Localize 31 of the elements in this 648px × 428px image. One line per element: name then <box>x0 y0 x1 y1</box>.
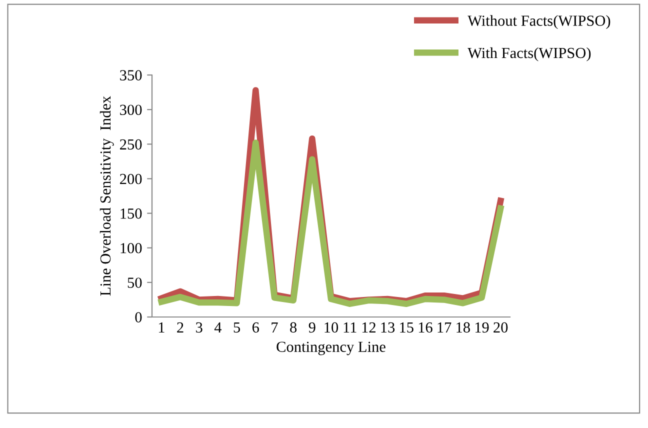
y-tick-label: 150 <box>120 208 142 219</box>
x-tick-label: 1 <box>158 322 164 332</box>
x-tick-label: 16 <box>418 322 432 333</box>
x-tick-label: 18 <box>456 322 470 333</box>
y-tick-label: 50 <box>128 278 142 288</box>
x-tick-label: 10 <box>324 322 338 333</box>
y-tick-label: 300 <box>120 104 142 116</box>
x-tick-label: 20 <box>494 322 508 333</box>
x-tick-label: 12 <box>362 322 376 332</box>
x-tick-label: 6 <box>252 322 259 333</box>
x-tick-label: 5 <box>234 322 240 333</box>
y-tick-label: 200 <box>120 174 142 184</box>
x-tick-label: 17 <box>438 322 452 332</box>
y-tick-label: 0 <box>135 312 142 322</box>
x-tick-label: 2 <box>177 322 184 332</box>
y-tick-label: 100 <box>120 243 142 254</box>
x-tick-label: 7 <box>272 322 278 332</box>
legend-label: With Facts(WIPSO) <box>468 47 591 62</box>
x-tick-label: 15 <box>400 322 414 333</box>
x-axis-title: Contingency Line <box>276 342 386 356</box>
x-tick-label: 19 <box>475 322 489 333</box>
x-tick-label: 11 <box>344 322 356 332</box>
x-tick-label: 3 <box>196 322 202 333</box>
x-tick-label: 8 <box>290 322 297 333</box>
y-axis-title: Line Overload Sensitivity Index <box>100 96 114 296</box>
x-tick-label: 4 <box>214 322 222 332</box>
x-tick-label: 9 <box>308 322 316 333</box>
y-tick-label: 250 <box>120 139 142 150</box>
y-tick-label: 350 <box>120 70 142 80</box>
legend-label: Without Facts(WIPSO) <box>468 15 610 29</box>
x-tick-label: 13 <box>381 322 395 333</box>
